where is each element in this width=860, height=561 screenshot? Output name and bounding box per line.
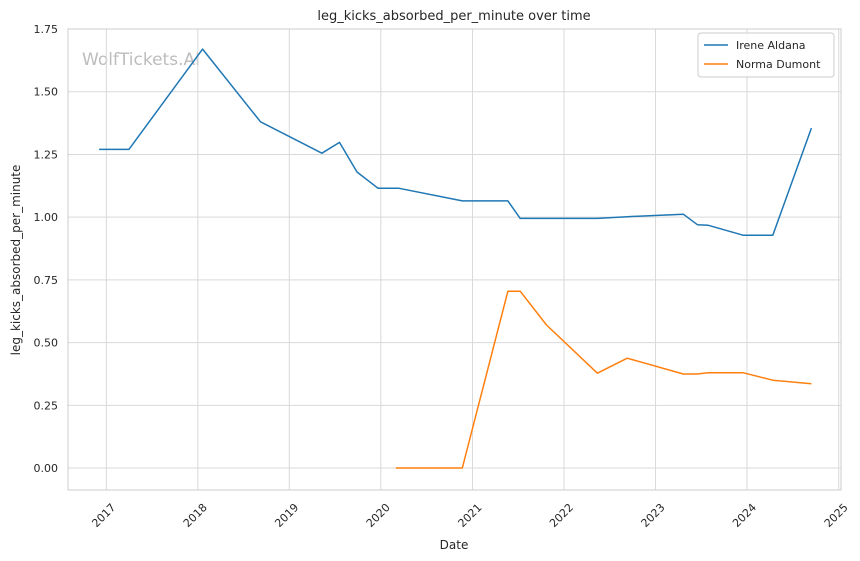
y-tick-label: 1.50 xyxy=(34,86,59,99)
series-line-1 xyxy=(395,290,812,469)
legend-label: Irene Aldana xyxy=(736,39,806,52)
series-line-0 xyxy=(99,48,813,236)
y-tick-label: 0.25 xyxy=(34,399,59,412)
x-tick-label: 2020 xyxy=(364,501,393,530)
y-tick-label: 0.75 xyxy=(34,274,59,287)
tick-labels: 0.00 0.25 0.50 0.75 1.00 1.25 1.50 1.75 2017 2018… xyxy=(34,23,851,530)
x-axis-label: Date xyxy=(440,538,469,552)
y-axis-label: leg_kicks_absorbed_per_minute xyxy=(9,165,23,356)
watermark: WolfTickets.AI xyxy=(82,50,200,70)
series-lines xyxy=(99,48,813,469)
x-tick-label: 2018 xyxy=(181,501,210,530)
legend-label: Norma Dumont xyxy=(736,58,821,71)
grid xyxy=(68,28,841,490)
x-tick-label: 2021 xyxy=(456,501,485,530)
y-tick-label: 1.75 xyxy=(34,23,59,36)
x-tick-label: 2025 xyxy=(822,501,851,530)
x-tick-label: 2023 xyxy=(639,501,668,530)
y-tick-label: 1.00 xyxy=(34,211,59,224)
y-tick-label: 1.25 xyxy=(34,148,59,161)
x-tick-label: 2019 xyxy=(272,501,301,530)
plot-border xyxy=(67,28,842,491)
x-tick-label: 2017 xyxy=(89,501,118,530)
plot-frame xyxy=(67,28,842,491)
x-tick-label: 2024 xyxy=(730,501,759,530)
y-tick-label: 0.50 xyxy=(34,337,59,350)
chart-title: leg_kicks_absorbed_per_minute over time xyxy=(317,9,590,24)
x-tick-label: 2022 xyxy=(547,501,576,530)
y-tick-label: 0.00 xyxy=(34,462,59,475)
legend: Irene Aldana Norma Dumont xyxy=(697,32,835,78)
legend-box xyxy=(697,32,835,78)
